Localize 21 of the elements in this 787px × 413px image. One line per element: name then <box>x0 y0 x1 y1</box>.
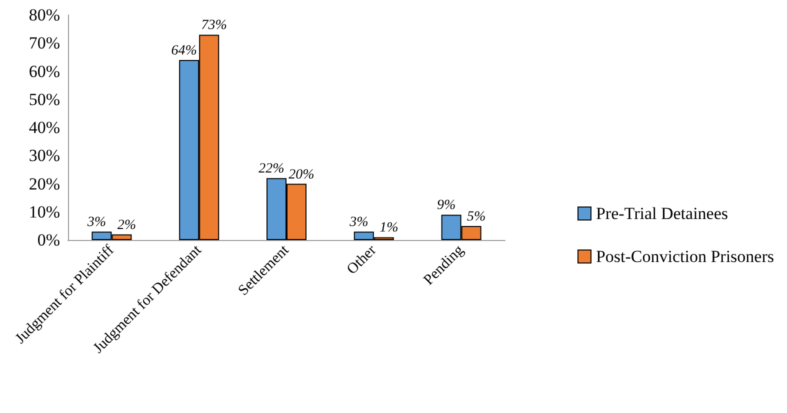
y-tick-label: 10% <box>28 202 60 222</box>
y-tick-label: 0% <box>37 230 60 250</box>
data-label: 20% <box>288 167 314 182</box>
legend-label: Pre-Trial Detainees <box>596 204 728 223</box>
data-label: 3% <box>348 215 368 230</box>
data-label: 22% <box>258 162 284 177</box>
y-tick-label: 60% <box>28 62 60 81</box>
y-tick-label: 20% <box>28 174 60 194</box>
legend-label: Post-Conviction Prisoners <box>596 247 774 266</box>
data-label: 2% <box>117 218 136 233</box>
y-tick-label: 30% <box>28 146 60 166</box>
data-label: 1% <box>380 220 398 236</box>
y-tick-label: 40% <box>28 118 60 137</box>
data-label: 5% <box>466 209 486 224</box>
data-label: 3% <box>86 215 106 230</box>
y-tick-label: 50% <box>28 90 60 109</box>
y-tick-label: 80% <box>28 6 60 24</box>
data-label: 73% <box>201 18 227 34</box>
data-label: 64% <box>171 44 197 58</box>
y-tick-label: 70% <box>28 34 60 53</box>
data-label: 9% <box>436 198 456 214</box>
